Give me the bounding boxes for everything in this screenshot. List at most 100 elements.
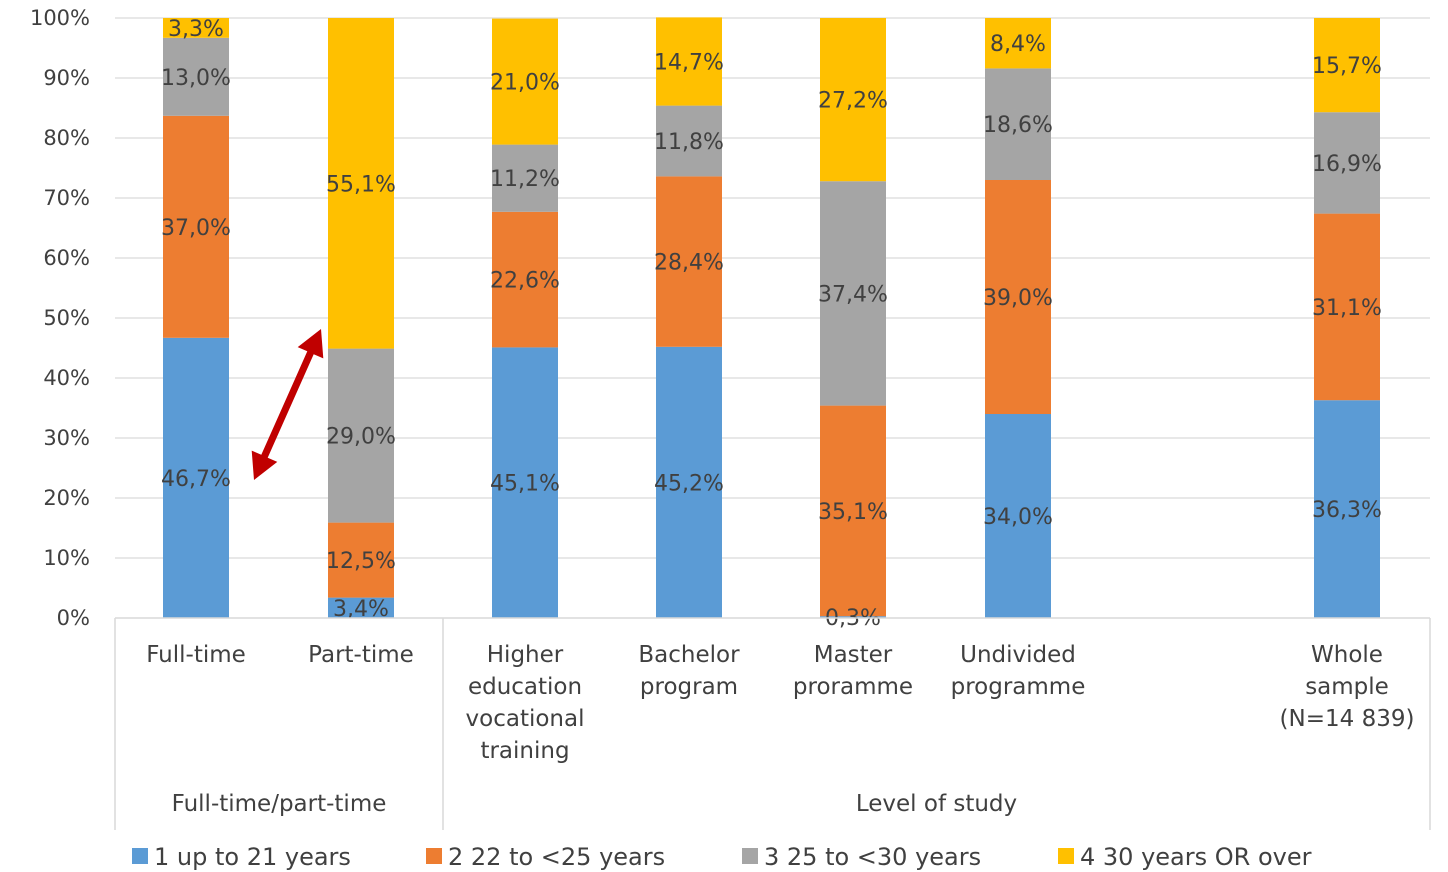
bar-segment xyxy=(492,211,558,348)
group-label: Full-time/part-time xyxy=(172,791,387,817)
group-label: Level of study xyxy=(856,791,1017,817)
data-label: 13,0% xyxy=(161,66,231,91)
legend: 1 up to 21 years 2 22 to <25 years 3 25 to… xyxy=(132,843,1312,871)
category-label-line: Whole xyxy=(1311,642,1383,668)
data-label: 31,1% xyxy=(1312,296,1382,321)
bar-segment xyxy=(985,414,1051,618)
data-label: 18,6% xyxy=(983,113,1053,138)
category-label-line: vocational xyxy=(466,706,585,732)
data-label: 22,6% xyxy=(490,269,560,294)
data-label: 46,7% xyxy=(161,467,231,492)
bars xyxy=(163,17,1380,618)
category-label-line: Part-time xyxy=(308,642,414,668)
y-tick-label: 60% xyxy=(43,246,90,270)
y-tick-label: 20% xyxy=(43,486,90,510)
category-label: Undivided programme xyxy=(951,642,1086,700)
category-label: Whole sample (N=14 839) xyxy=(1280,642,1415,732)
data-label: 16,9% xyxy=(1312,152,1382,177)
legend-label: 1 up to 21 years xyxy=(154,843,351,871)
category-label-line: education xyxy=(468,674,582,700)
bar-segment xyxy=(820,18,886,182)
legend-label: 3 25 to <30 years xyxy=(764,843,981,871)
data-label: 37,0% xyxy=(161,216,231,241)
bar-segment xyxy=(1314,400,1380,618)
category-label-line: sample xyxy=(1305,674,1389,700)
category-label-line: programme xyxy=(951,674,1086,700)
y-tick-label: 90% xyxy=(43,66,90,90)
bar-segment xyxy=(985,18,1051,69)
bar-segment xyxy=(328,348,394,523)
category-label-line: (N=14 839) xyxy=(1280,706,1415,732)
bar-segment xyxy=(163,37,229,116)
bar-segment xyxy=(656,346,722,618)
data-label: 3,3% xyxy=(168,17,224,42)
category-label: Bachelor program xyxy=(638,642,740,700)
legend-swatch xyxy=(1058,848,1074,864)
data-label: 39,0% xyxy=(983,286,1053,311)
data-label: 21,0% xyxy=(490,71,560,96)
bar-segment xyxy=(328,18,394,349)
category-label-line: Undivided xyxy=(960,642,1076,668)
legend-label: 2 22 to <25 years xyxy=(448,843,665,871)
data-label: 34,0% xyxy=(983,505,1053,530)
category-label: Full-time xyxy=(146,642,246,668)
bar-segment xyxy=(163,115,229,338)
y-tick-label: 80% xyxy=(43,126,90,150)
bar-segment xyxy=(656,17,722,106)
category-label-line: Higher xyxy=(487,642,564,668)
bar-segment xyxy=(328,522,394,598)
data-label: 8,4% xyxy=(990,32,1046,57)
category-label: Higher education vocational training xyxy=(466,642,585,764)
data-label: 11,8% xyxy=(654,130,724,155)
data-label: 27,2% xyxy=(818,89,888,114)
data-label: 15,7% xyxy=(1312,54,1382,79)
x-axis: Full-time Part-time Higher education vocatio… xyxy=(114,617,1431,830)
data-label: 29,0% xyxy=(326,425,396,450)
category-label-line: proramme xyxy=(793,674,913,700)
annotation-arrow xyxy=(251,329,324,480)
legend-swatch xyxy=(426,848,442,864)
gridlines xyxy=(115,17,1430,559)
bar-segment xyxy=(985,68,1051,180)
data-label: 45,2% xyxy=(654,471,724,496)
bar-segment xyxy=(1314,112,1380,214)
y-tick-label: 30% xyxy=(43,426,90,450)
bar-segment xyxy=(492,18,558,145)
bar-segment xyxy=(820,181,886,406)
y-tick-label: 10% xyxy=(43,546,90,570)
bar-segment xyxy=(656,176,722,347)
data-label: 45,1% xyxy=(490,472,560,497)
bar-segment xyxy=(820,405,886,617)
category-label-line: Bachelor xyxy=(638,642,740,668)
bar-segment xyxy=(163,337,229,618)
category-label-line: Master xyxy=(814,642,893,668)
category-label-line: program xyxy=(640,674,738,700)
y-tick-label: 40% xyxy=(43,366,90,390)
bar-segment xyxy=(820,616,886,618)
y-tick-label: 70% xyxy=(43,186,90,210)
data-label: 35,1% xyxy=(818,500,888,525)
data-labels: 46,7%37,0%13,0%3,3%3,4%12,5%29,0%55,1%45… xyxy=(161,17,1382,631)
data-label: 37,4% xyxy=(818,282,888,307)
bar-segment xyxy=(1314,213,1380,401)
double-arrow-icon xyxy=(251,329,324,480)
bar-segment xyxy=(985,180,1051,414)
bar-segment xyxy=(163,18,229,38)
y-tick-label: 0% xyxy=(57,606,90,630)
bar-segment xyxy=(656,105,722,177)
data-label: 12,5% xyxy=(326,549,396,574)
category-label: Part-time xyxy=(308,642,414,668)
data-label: 36,3% xyxy=(1312,498,1382,523)
y-tick-label: 50% xyxy=(43,306,90,330)
data-label: 28,4% xyxy=(654,251,724,276)
legend-swatch xyxy=(132,848,148,864)
data-label: 55,1% xyxy=(326,172,396,197)
category-label: Master proramme xyxy=(793,642,913,700)
y-tick-label: 100% xyxy=(30,6,90,30)
legend-label: 4 30 years OR over xyxy=(1080,843,1312,871)
y-axis: 0% 10% 20% 30% 40% 50% 60% 70% 80% 90% 100% xyxy=(30,6,90,630)
data-label: 14,7% xyxy=(654,51,724,76)
data-label: 11,2% xyxy=(490,167,560,192)
legend-swatch xyxy=(742,848,758,864)
